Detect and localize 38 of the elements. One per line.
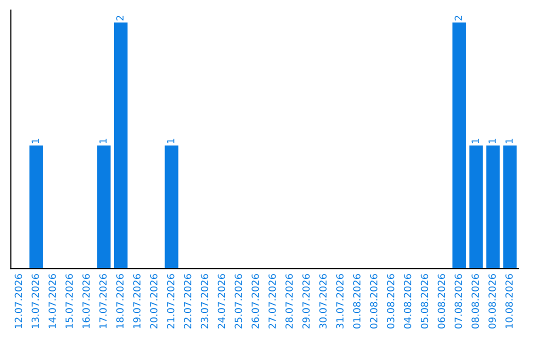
x-tick-label: 21.07.2026 — [167, 274, 174, 328]
x-tick-label: 07.08.2026 — [454, 274, 462, 328]
data-label: 2 — [116, 16, 124, 20]
x-tick-label: 27.07.2026 — [268, 274, 276, 328]
x-tick-label: 01.08.2026 — [353, 274, 360, 328]
x-tick-label: 10.08.2026 — [505, 274, 513, 328]
x-tick-label: 25.07.2026 — [234, 274, 242, 328]
x-tick-label: 30.07.2026 — [319, 274, 327, 328]
x-tick-label: 08.08.2026 — [472, 274, 479, 328]
x-tick-label: 04.08.2026 — [404, 274, 412, 328]
x-tick-label: 23.07.2026 — [200, 274, 208, 328]
x-tick-label: 19.07.2026 — [133, 274, 141, 328]
x-tick-label: 24.07.2026 — [218, 274, 226, 328]
x-tick-label: 05.08.2026 — [420, 274, 428, 328]
x-tick-label: 15.07.2026 — [65, 274, 73, 328]
x-tick-label: 03.08.2026 — [386, 274, 394, 328]
x-tick-label: 09.08.2026 — [488, 274, 496, 328]
x-tick-label: 02.08.2026 — [370, 274, 378, 328]
data-label: 1 — [488, 138, 496, 144]
data-label: 1 — [506, 138, 513, 144]
x-tick-label: 29.07.2026 — [302, 274, 310, 328]
data-label: 2 — [454, 16, 462, 20]
x-tick-label: 31.07.2026 — [336, 274, 344, 328]
x-tick-label: 17.07.2026 — [99, 274, 107, 328]
x-tick-label: 18.07.2026 — [116, 274, 124, 328]
x-tick-label: 26.07.2026 — [252, 274, 259, 328]
x-tick-label: 20.07.2026 — [150, 274, 158, 328]
x-tick-label: 13.07.2026 — [32, 274, 39, 328]
x-tick-label: 14.07.2026 — [48, 274, 56, 328]
data-label: 1 — [32, 138, 39, 144]
data-label: 1 — [99, 138, 107, 144]
data-label: 1 — [472, 138, 479, 144]
x-tick-label: 22.07.2026 — [184, 274, 192, 328]
data-label: 1 — [167, 138, 174, 144]
x-tick-label: 16.07.2026 — [82, 274, 90, 328]
x-tick-label: 12.07.2026 — [14, 274, 22, 328]
x-tick-label: 06.08.2026 — [438, 274, 446, 328]
x-tick-label: 28.07.2026 — [285, 274, 293, 328]
